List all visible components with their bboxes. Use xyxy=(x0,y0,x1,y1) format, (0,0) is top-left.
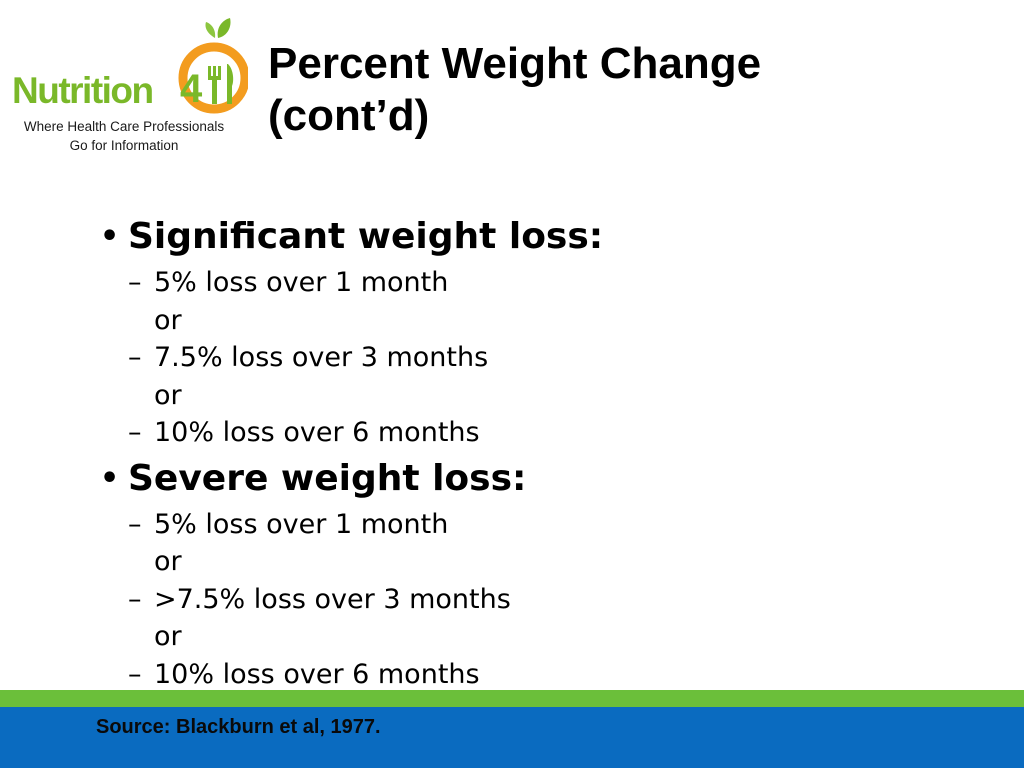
sub-bullet-text: 10% loss over 6 months xyxy=(154,658,480,690)
slide-title-line2: (cont’d) xyxy=(268,91,430,140)
dash-icon: – xyxy=(128,417,142,448)
section-heading-severe: • Severe weight loss: xyxy=(100,452,960,506)
dash-icon: – xyxy=(128,342,142,373)
dash-icon: – xyxy=(128,583,142,615)
footer-green-stripe xyxy=(0,690,1024,707)
slide-title: Percent Weight Change (cont’d) xyxy=(268,38,968,142)
sub-bullet-text: 10% loss over 6 months xyxy=(154,417,480,448)
logo-tagline-line1: Where Health Care Professionals xyxy=(23,119,225,134)
sub-bullet-item: – >7.5% loss over 3 months xyxy=(100,581,960,619)
sub-bullet-text: >7.5% loss over 3 months xyxy=(154,583,511,615)
logo-tagline: Where Health Care Professionals Go for I… xyxy=(8,117,240,155)
sub-bullet-text: 5% loss over 1 month xyxy=(154,267,449,298)
bullet-icon: • xyxy=(100,460,120,496)
sub-bullet-text: 7.5% loss over 3 months xyxy=(154,342,489,373)
orange-fork-logo-icon: 4 xyxy=(178,18,248,114)
sub-bullet-item: – 7.5% loss over 3 months xyxy=(100,339,960,377)
section-heading-text: Significant weight loss: xyxy=(128,216,604,257)
logo-tagline-line2: Go for Information xyxy=(69,138,179,153)
slide-body: • Significant weight loss: – 5% loss ove… xyxy=(100,210,960,693)
sub-bullet-item: – 10% loss over 6 months xyxy=(100,656,960,694)
dash-icon: – xyxy=(128,658,142,690)
sub-bullet-text: 5% loss over 1 month xyxy=(154,508,449,540)
sub-bullet-item: – 5% loss over 1 month xyxy=(100,264,960,302)
bullet-icon: • xyxy=(100,219,120,254)
logo-wordmark: Nutrition xyxy=(12,70,154,111)
section-heading-text: Severe weight loss: xyxy=(128,457,527,499)
footer-blue-band xyxy=(0,707,1024,768)
or-connector: or xyxy=(154,546,182,577)
source-citation: Source: Blackburn et al, 1977. xyxy=(96,716,381,738)
or-connector: or xyxy=(154,304,182,336)
dash-icon: – xyxy=(128,508,142,540)
or-connector: or xyxy=(154,379,182,411)
nutrition411-logo: 4 Nutrition Where Health Care Profession… xyxy=(8,14,248,154)
section-heading-significant: • Significant weight loss: xyxy=(100,210,960,264)
sub-bullet-item: – 5% loss over 1 month xyxy=(100,506,960,544)
slide-title-line1: Percent Weight Change xyxy=(268,39,762,88)
or-connector: or xyxy=(154,621,182,652)
svg-text:4: 4 xyxy=(180,67,203,111)
sub-bullet-item: – 10% loss over 6 months xyxy=(100,414,960,452)
dash-icon: – xyxy=(128,267,142,298)
